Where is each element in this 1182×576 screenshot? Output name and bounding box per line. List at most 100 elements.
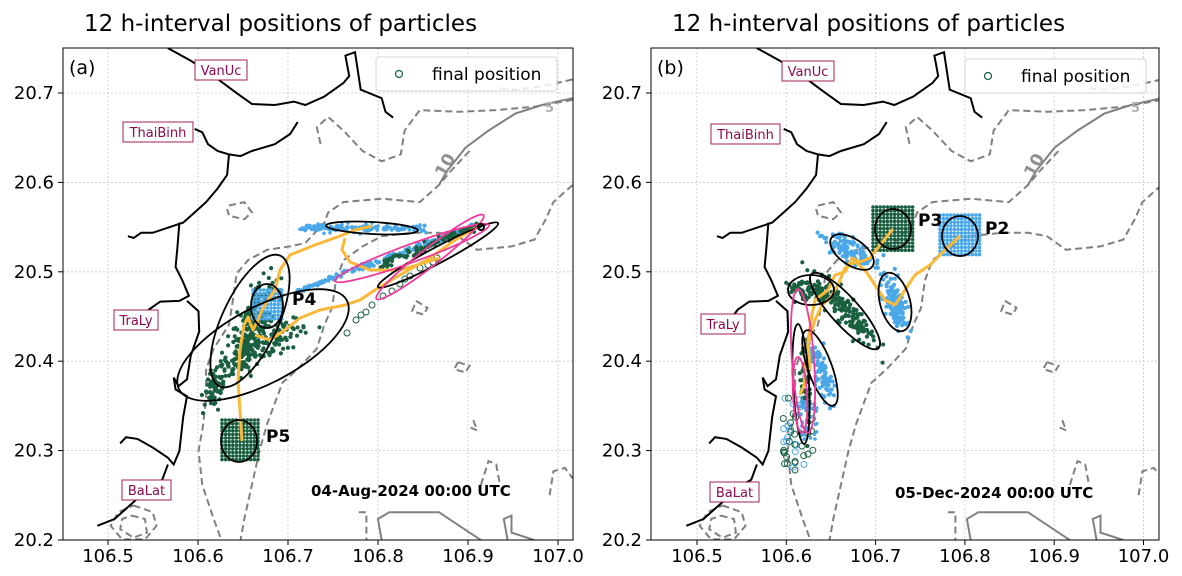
particle — [227, 450, 231, 455]
particle — [851, 309, 856, 314]
particle — [797, 371, 802, 376]
particle — [261, 271, 266, 276]
particle — [900, 219, 904, 224]
particle — [977, 238, 982, 242]
particle — [265, 288, 270, 292]
final-position-marker — [352, 316, 360, 324]
particle — [871, 338, 876, 343]
particle — [977, 213, 982, 217]
particle — [871, 205, 875, 209]
particle — [205, 377, 211, 382]
particle — [245, 432, 249, 437]
particle — [802, 433, 807, 437]
particle — [905, 335, 910, 340]
particle — [806, 295, 811, 300]
particle — [227, 418, 231, 422]
particle — [903, 226, 908, 231]
particle — [227, 447, 231, 451]
particle — [832, 239, 838, 244]
particle — [238, 454, 242, 458]
contour-label-10: 10 — [1020, 150, 1049, 180]
particle — [945, 224, 949, 228]
particle — [949, 213, 953, 217]
particle — [234, 344, 239, 349]
particle — [900, 212, 904, 216]
particle — [866, 342, 871, 347]
particle — [258, 295, 263, 300]
particle — [272, 313, 277, 318]
particle — [896, 230, 900, 234]
particle — [232, 334, 237, 339]
particle — [938, 216, 942, 221]
particle — [896, 216, 900, 220]
particle — [952, 245, 957, 250]
particle — [856, 330, 861, 335]
particle — [859, 255, 864, 260]
particle — [900, 237, 904, 242]
particle — [802, 437, 806, 441]
particle — [901, 320, 906, 325]
particle — [345, 225, 350, 230]
particle — [871, 226, 875, 231]
x-tick-label: 106.5 — [82, 546, 134, 567]
particle — [212, 387, 218, 392]
particle — [956, 245, 960, 250]
particle — [256, 447, 260, 451]
particle — [291, 345, 296, 350]
particle — [938, 213, 942, 217]
spread-ellipse — [176, 288, 350, 402]
particle — [832, 309, 837, 314]
final-position-marker — [804, 450, 812, 458]
release-point-label-p2: P2 — [985, 219, 1009, 239]
particle — [269, 306, 273, 310]
particle — [798, 378, 803, 383]
particle — [941, 216, 946, 221]
particle — [910, 234, 915, 238]
particle — [849, 249, 854, 254]
particle — [871, 223, 875, 227]
particle — [882, 216, 886, 220]
particle — [310, 283, 315, 288]
particle — [938, 234, 942, 239]
particle — [836, 302, 841, 307]
particle — [227, 443, 231, 448]
particle — [245, 443, 249, 448]
spread-ellipse-alt — [375, 213, 485, 301]
particle — [425, 238, 431, 243]
particle — [241, 454, 246, 458]
particle — [952, 227, 957, 232]
particle — [842, 238, 847, 243]
particle — [277, 342, 282, 347]
particle — [422, 223, 427, 228]
particle — [808, 436, 813, 440]
particle — [894, 320, 899, 325]
particle — [209, 394, 214, 399]
particle — [245, 425, 249, 430]
particle — [952, 249, 957, 253]
particle — [219, 374, 225, 379]
particle — [231, 447, 235, 451]
particle — [938, 227, 942, 232]
plot-area: 10 5 — [685, 48, 1159, 540]
particle — [900, 241, 904, 245]
final-position-marker — [780, 449, 788, 457]
particle — [234, 443, 239, 448]
particle — [241, 421, 246, 426]
particle — [882, 219, 886, 224]
particle — [974, 220, 978, 224]
depth-contour-dashed — [1058, 419, 1068, 433]
particle — [234, 421, 239, 426]
x-tick-label: 107.0 — [532, 546, 584, 567]
particle — [977, 242, 982, 246]
place-label-balat: BaLat — [716, 486, 753, 501]
particle — [858, 250, 864, 255]
particle — [900, 223, 904, 227]
particle — [411, 247, 416, 252]
place-label-vanuc: VanUc — [788, 65, 829, 80]
x-tick-label: 106.7 — [850, 546, 902, 567]
panel-a-title: 12 h-interval positions of particles — [84, 11, 477, 37]
particle — [262, 295, 266, 300]
particle — [261, 331, 267, 336]
particle — [375, 227, 380, 232]
particle — [415, 248, 420, 253]
